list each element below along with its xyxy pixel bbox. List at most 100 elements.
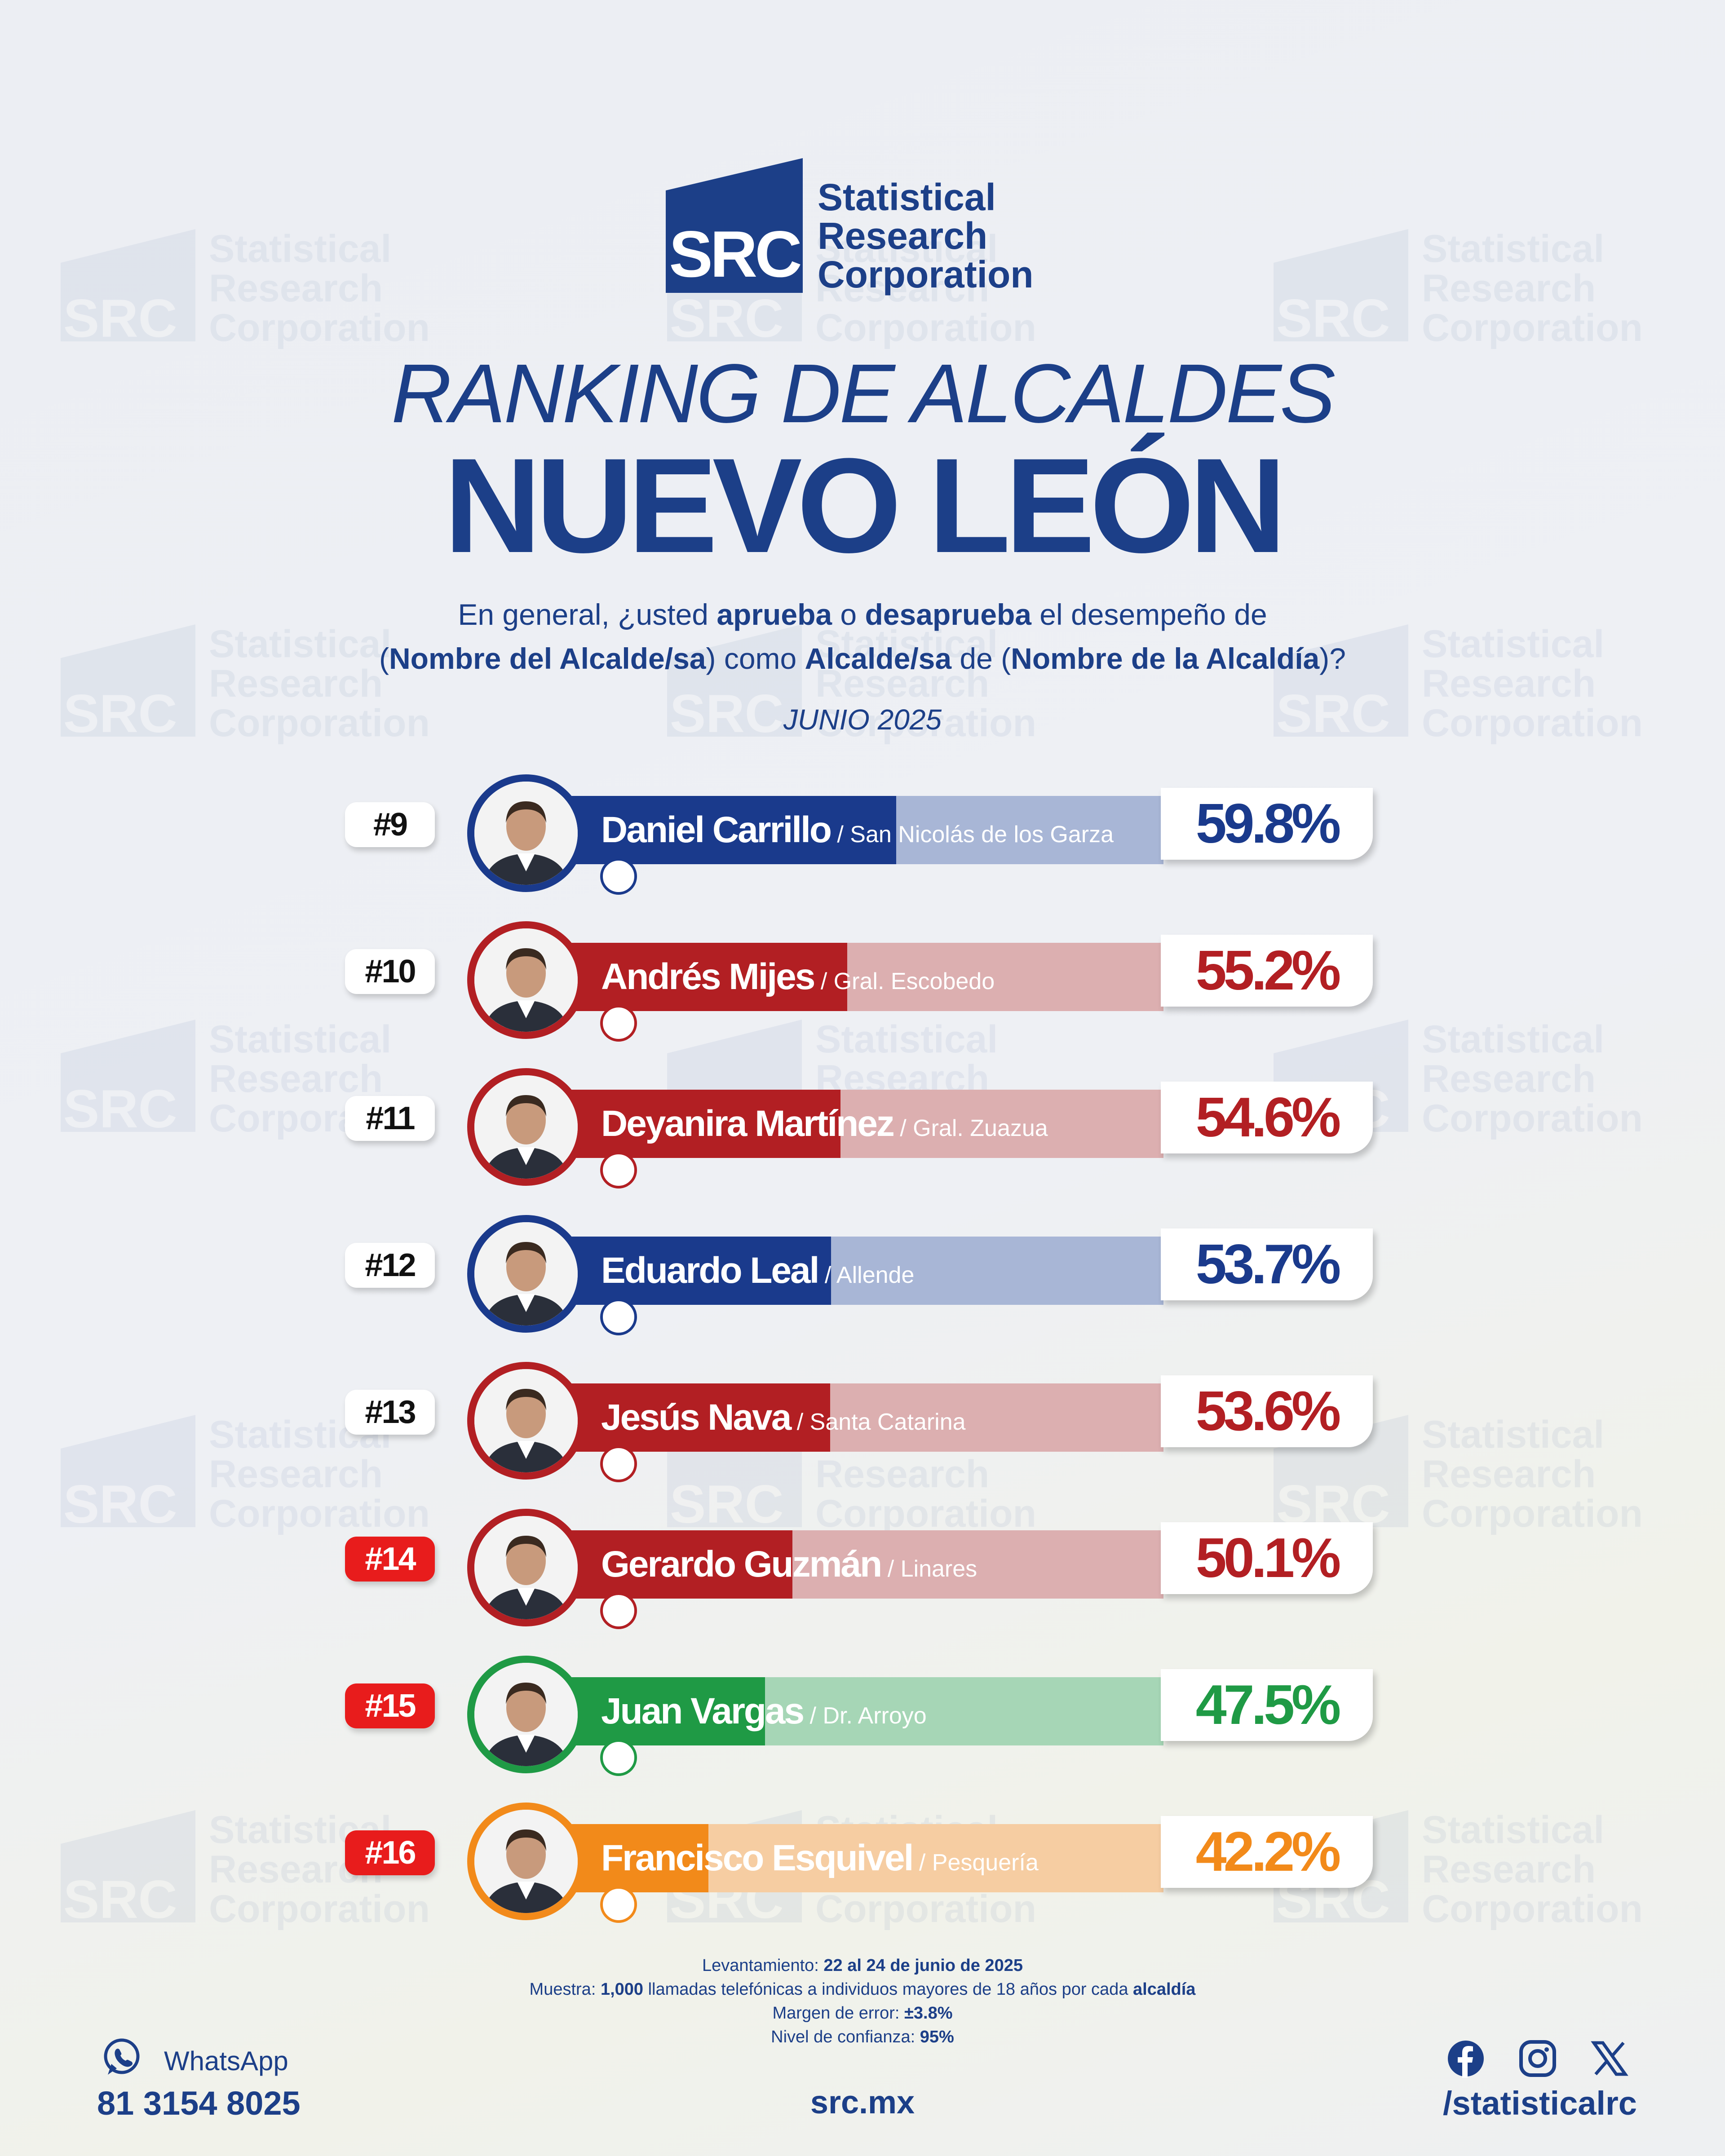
official-photo: [467, 921, 585, 1039]
src-logo: SRC Statistical Research Corporation: [666, 158, 1061, 306]
ranking-row: #16 Francisco Esquivel / Pesquería 42.2%: [0, 1798, 1725, 1923]
bar-label: Andrés Mijes / Gral. Escobedo: [601, 943, 995, 1011]
approval-value: 50.1%: [1161, 1522, 1373, 1594]
bar-track: Andrés Mijes / Gral. Escobedo: [517, 943, 1163, 1011]
method-l1-label: Levantamiento:: [702, 1956, 824, 1975]
official-name: Andrés Mijes: [601, 956, 815, 997]
method-l2-text: llamadas telefónicas a individuos mayore…: [643, 1980, 1133, 1999]
facebook-icon[interactable]: [1446, 2039, 1485, 2078]
whatsapp-number[interactable]: 81 3154 8025: [97, 2085, 301, 2122]
official-photo: [467, 1215, 585, 1333]
watermark-mark-text: SRC: [63, 288, 177, 349]
q2-text-e: de (: [951, 642, 1011, 675]
method-l2-value: 1,000: [600, 1980, 644, 1999]
ranking-row: #12 Eduardo Leal / Allende 53.7%: [0, 1211, 1725, 1335]
pan-logo-icon: [600, 1299, 637, 1335]
official-photo: [467, 1803, 585, 1920]
pan-logo-icon: [600, 858, 637, 895]
official-name: Daniel Carrillo: [601, 809, 832, 850]
survey-date: JUNIO 2025: [783, 703, 942, 736]
approval-value: 47.5%: [1161, 1669, 1373, 1741]
municipality-name: / Allende: [818, 1262, 915, 1288]
method-l2-unit: alcaldía: [1133, 1980, 1196, 1999]
q2-text-d: Alcalde/sa: [805, 642, 952, 675]
method-l2-label: Muestra:: [529, 1980, 601, 1999]
method-line1: Levantamiento: 22 al 24 de junio de 2025: [0, 1954, 1725, 1978]
morena-logo-icon: [600, 1592, 637, 1629]
municipality-name: / Pesquería: [912, 1850, 1039, 1876]
official-name: Jesús Nava: [601, 1397, 792, 1438]
rank-badge: #14: [345, 1537, 435, 1582]
ranking-row: #9 Daniel Carrillo / San Nicolás de los G…: [0, 770, 1725, 895]
morena-logo-icon: [600, 1445, 637, 1482]
bar-track: Daniel Carrillo / San Nicolás de los Gar…: [517, 796, 1163, 864]
official-photo: [467, 1362, 585, 1480]
approval-value: 54.6%: [1161, 1082, 1373, 1153]
official-name: Francisco Esquivel: [601, 1838, 914, 1878]
q1-text-b: aprueba: [717, 598, 832, 631]
q1-text-a: En general, ¿usted: [458, 598, 717, 631]
bar-track: Deyanira Martínez / Gral. Zuazua: [517, 1090, 1163, 1158]
bar-track: Jesús Nava / Santa Catarina: [517, 1383, 1163, 1452]
q2-text-c: ) como: [706, 642, 805, 675]
social-handle[interactable]: /statisticalrc: [1443, 2085, 1637, 2122]
logo-name-line3: Corporation: [818, 253, 1034, 296]
method-l4-label: Nivel de confianza:: [771, 2028, 920, 2046]
logo-mark-text: SRC: [669, 217, 802, 291]
instagram-icon[interactable]: [1518, 2039, 1557, 2078]
x-icon[interactable]: [1590, 2039, 1629, 2078]
bar-track: Francisco Esquivel / Pesquería: [517, 1824, 1163, 1892]
municipality-name: / Santa Catarina: [790, 1409, 966, 1435]
bar-label: Daniel Carrillo / San Nicolás de los Gar…: [601, 796, 1114, 864]
q2-text-b: Nombre del Alcalde/sa: [389, 642, 706, 675]
official-name: Eduardo Leal: [601, 1250, 819, 1291]
watermark-mark: [61, 229, 195, 341]
bar-track: Juan Vargas / Dr. Arroyo: [517, 1677, 1163, 1745]
approval-value: 42.2%: [1161, 1816, 1373, 1888]
logo-name-line2: Research: [818, 215, 988, 257]
ranking-row: #15 Juan Vargas / Dr. Arroyo 47.5%: [0, 1651, 1725, 1776]
q2-text-f: Nombre de la Alcaldía: [1011, 642, 1320, 675]
official-photo: [467, 774, 585, 892]
bar-label: Juan Vargas / Dr. Arroyo: [601, 1677, 927, 1745]
rank-badge: #16: [345, 1830, 435, 1875]
official-photo: [467, 1656, 585, 1773]
watermark-mark: [1274, 229, 1408, 341]
method-l3-value: ±3.8%: [904, 2004, 953, 2023]
q1-text-e: el desempeño de: [1031, 598, 1267, 631]
logo-name-line1: Statistical: [818, 176, 996, 218]
website-link[interactable]: src.mx: [810, 2085, 915, 2121]
question-line2: (Nombre del Alcalde/sa) como Alcalde/sa …: [0, 641, 1725, 676]
watermark-mark-text: SRC: [1276, 288, 1390, 349]
title-line2: NUEVO LEÓN: [444, 430, 1287, 581]
q2-text-a: (: [379, 642, 389, 675]
morena-logo-icon: [600, 1152, 637, 1188]
methodology-note: Levantamiento: 22 al 24 de junio de 2025…: [0, 1954, 1725, 2049]
official-name: Deyanira Martínez: [601, 1103, 895, 1144]
approval-value: 53.6%: [1161, 1375, 1373, 1447]
whatsapp-label[interactable]: WhatsApp: [164, 2046, 288, 2076]
official-name: Juan Vargas: [601, 1691, 805, 1732]
morena-logo-icon: [600, 1005, 637, 1042]
rank-badge: #9: [345, 802, 435, 847]
rank-badge: #12: [345, 1243, 435, 1288]
question-line1: En general, ¿usted aprueba o desaprueba …: [0, 597, 1725, 632]
ranking-row: #13 Jesús Nava / Santa Catarina 53.6%: [0, 1357, 1725, 1482]
ranking-row: #14 Gerardo Guzmán / Linares 50.1%: [0, 1504, 1725, 1629]
method-l3-label: Margen de error:: [772, 2004, 905, 2023]
approval-value: 59.8%: [1161, 788, 1373, 860]
mc-logo-icon: [600, 1886, 637, 1923]
whatsapp-icon[interactable]: [102, 2037, 142, 2077]
method-l4-value: 95%: [920, 2028, 954, 2046]
bar-label: Francisco Esquivel / Pesquería: [601, 1824, 1039, 1892]
q2-text-g: )?: [1319, 642, 1346, 675]
method-line2: Muestra: 1,000 llamadas telefónicas a in…: [0, 1978, 1725, 2001]
ranking-row: #11 Deyanira Martínez / Gral. Zuazua 54.6%: [0, 1064, 1725, 1188]
method-l1-value: 22 al 24 de junio de 2025: [823, 1956, 1023, 1975]
rank-badge: #11: [345, 1096, 435, 1141]
ranking-row: #10 Andrés Mijes / Gral. Escobedo 55.2%: [0, 917, 1725, 1042]
bar-label: Deyanira Martínez / Gral. Zuazua: [601, 1090, 1048, 1158]
municipality-name: / Gral. Zuazua: [893, 1115, 1048, 1141]
